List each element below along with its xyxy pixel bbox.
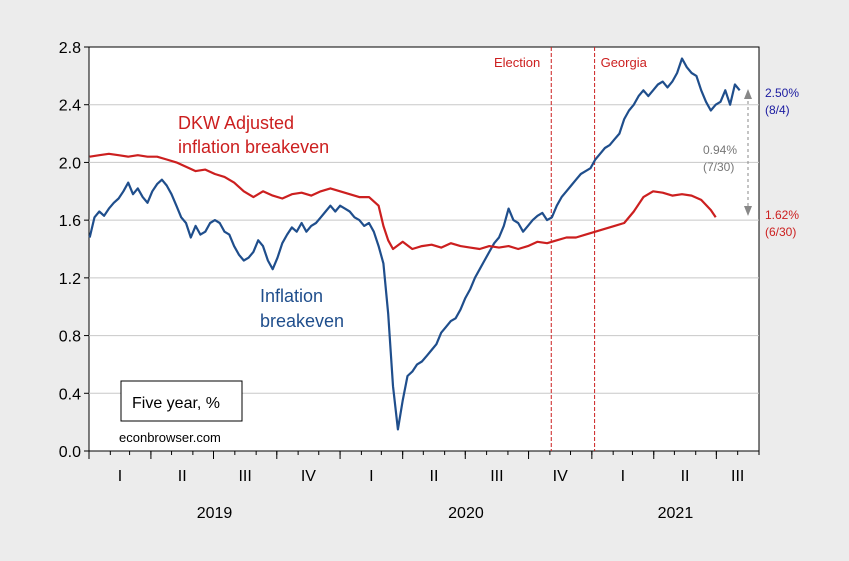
breakeven-label-line-2: breakeven — [260, 311, 344, 331]
x-quarter-label: II — [681, 468, 690, 485]
y-tick-label: 1.2 — [59, 271, 81, 288]
x-year-label: 2019 — [197, 505, 233, 522]
dkw-label-line-1: DKW Adjusted — [178, 113, 294, 133]
x-quarter-label: I — [621, 468, 625, 485]
y-tick-label: 0.0 — [59, 444, 81, 461]
y-tick-label: 2.4 — [59, 98, 81, 115]
gap-value: 0.94% — [703, 143, 737, 157]
event-label: Election — [494, 55, 540, 70]
event-label: Georgia — [601, 55, 648, 70]
units-box-label: Five year, % — [132, 395, 220, 412]
y-tick-label: 0.4 — [59, 386, 81, 403]
dkw-label-line-2: inflation breakeven — [178, 137, 329, 157]
dkw-end-date: (6/30) — [765, 225, 796, 239]
series-layer — [88, 57, 741, 431]
x-quarter-label: II — [178, 468, 187, 485]
gap-date: (7/30) — [703, 160, 734, 174]
x-quarter-label: III — [490, 468, 503, 485]
source-label: econbrowser.com — [119, 430, 221, 445]
x-year-label: 2020 — [448, 505, 484, 522]
x-quarter-label: III — [731, 468, 744, 485]
x-quarter-label: IV — [301, 468, 316, 485]
gap-arrow-head-bottom — [744, 206, 752, 216]
series-line — [88, 57, 741, 431]
y-tick-label: 0.8 — [59, 329, 81, 346]
breakeven-end-date: (8/4) — [765, 103, 790, 117]
event-lines: Election Georgia — [494, 47, 648, 451]
y-tick-label: 2.8 — [59, 40, 81, 57]
series-line — [89, 152, 717, 251]
y-tick-label: 2.0 — [59, 155, 81, 172]
breakeven-end-value: 2.50% — [765, 86, 799, 100]
x-year-label: 2021 — [658, 505, 694, 522]
gap-arrow-head-top — [744, 89, 752, 99]
dkw-end-value: 1.62% — [765, 208, 799, 222]
x-quarter-label: IV — [553, 468, 568, 485]
y-tick-label: 1.6 — [59, 213, 81, 230]
breakeven-label-line-1: Inflation — [260, 286, 323, 306]
x-quarter-label: III — [238, 468, 251, 485]
y-axis: 0.0 0.4 0.8 1.2 1.6 2.0 2.4 2.8 — [59, 40, 89, 461]
annotations: DKW Adjusted inflation breakeven Inflati… — [119, 86, 799, 445]
x-quarter-label: I — [369, 468, 373, 485]
x-quarter-label: II — [430, 468, 439, 485]
x-quarter-label: I — [118, 468, 122, 485]
units-box — [120, 380, 243, 422]
